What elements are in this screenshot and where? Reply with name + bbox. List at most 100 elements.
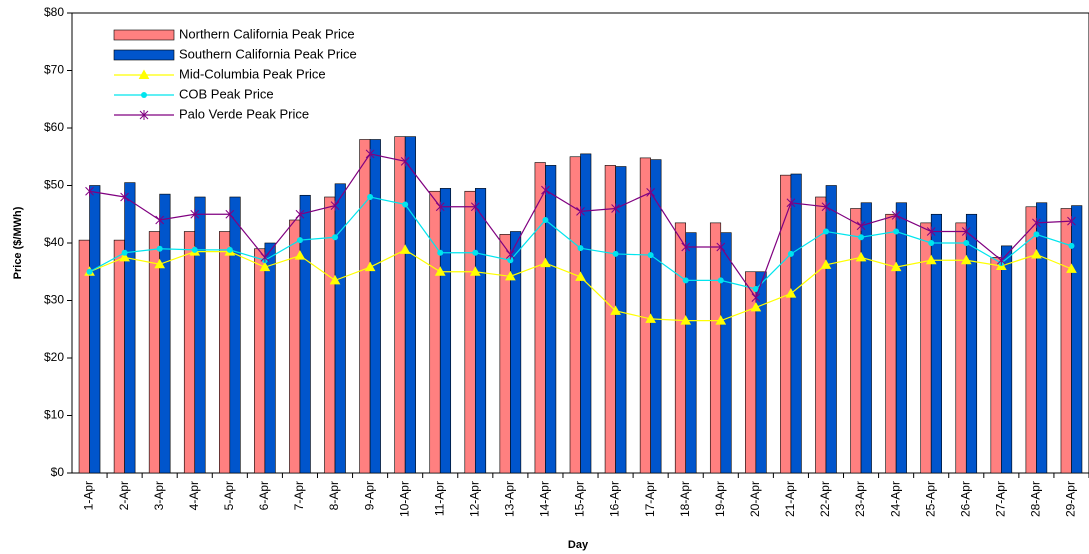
marker — [434, 266, 446, 276]
x-tick-label: 23-Apr — [853, 481, 867, 517]
marker — [1066, 263, 1077, 273]
x-tick-label: 1-Apr — [82, 481, 96, 510]
marker — [925, 254, 937, 265]
marker — [400, 156, 410, 167]
marker — [141, 92, 147, 98]
bar — [930, 213, 942, 474]
bar — [359, 139, 371, 474]
marker — [785, 288, 797, 298]
x-tick-label: 14-Apr — [538, 481, 552, 517]
marker — [891, 210, 901, 221]
bar — [334, 183, 346, 474]
y-tick-label: $10 — [44, 408, 64, 422]
bar — [183, 231, 196, 474]
marker — [85, 186, 94, 197]
marker — [294, 250, 306, 260]
marker — [611, 203, 620, 214]
y-tick-label: $0 — [51, 465, 65, 479]
x-tick-label: 21-Apr — [783, 481, 797, 517]
y-tick-label: $70 — [44, 63, 64, 77]
legend-swatch — [113, 49, 175, 61]
bar — [429, 190, 441, 474]
marker — [752, 286, 759, 292]
bar — [510, 231, 522, 474]
marker — [472, 249, 479, 256]
marker — [226, 246, 233, 253]
legend-label: COB Peak Price — [179, 86, 274, 101]
marker — [717, 277, 724, 284]
bar — [825, 185, 837, 474]
marker — [399, 244, 411, 254]
x-tick-label: 29-Apr — [1064, 481, 1078, 517]
marker — [855, 251, 867, 262]
marker — [296, 237, 303, 244]
bar — [439, 188, 452, 474]
bar — [254, 248, 266, 474]
marker — [138, 69, 150, 79]
marker — [119, 251, 130, 262]
marker — [156, 245, 163, 252]
bar — [219, 231, 231, 474]
marker — [858, 234, 865, 241]
x-tick-label: 13-Apr — [503, 481, 517, 517]
marker — [332, 234, 339, 241]
marker — [329, 274, 341, 285]
marker — [470, 201, 480, 212]
bar — [194, 196, 206, 474]
marker — [996, 255, 1006, 266]
marker — [928, 240, 935, 246]
marker — [821, 201, 831, 212]
marker — [330, 200, 340, 211]
marker — [1032, 217, 1041, 228]
bar — [860, 202, 872, 474]
marker — [961, 226, 971, 237]
marker — [751, 292, 761, 303]
bar — [790, 173, 802, 474]
x-tick-label: 28-Apr — [1029, 481, 1043, 517]
x-tick-label: 2-Apr — [117, 481, 131, 510]
legend-label: Southern California Peak Price — [179, 46, 357, 61]
bar — [815, 196, 827, 474]
y-tick-label: $80 — [44, 5, 64, 19]
bar — [755, 271, 767, 474]
marker — [295, 209, 305, 220]
x-tick-label: 3-Apr — [152, 481, 166, 510]
marker — [715, 315, 727, 325]
legend-label: Palo Verde Peak Price — [179, 106, 309, 121]
bar — [580, 153, 592, 474]
x-tick-label: 17-Apr — [643, 481, 657, 517]
x-tick-label: 16-Apr — [608, 481, 622, 517]
legend-label: Mid-Columbia Peak Price — [179, 66, 326, 81]
x-tick-label: 8-Apr — [327, 481, 341, 510]
marker — [750, 301, 762, 312]
marker — [542, 217, 549, 223]
bar — [965, 213, 978, 474]
x-tick-label: 5-Apr — [222, 481, 236, 510]
marker — [507, 257, 514, 264]
x-tick-label: 22-Apr — [818, 481, 832, 517]
marker — [820, 259, 832, 269]
x-axis-title: Day — [568, 539, 589, 551]
bar — [745, 271, 757, 474]
marker — [260, 252, 270, 263]
marker — [367, 194, 374, 200]
bar — [369, 139, 381, 474]
marker — [575, 271, 586, 281]
y-tick-label: $20 — [44, 350, 64, 364]
marker — [259, 261, 271, 272]
bar — [639, 157, 651, 474]
bar — [569, 156, 581, 474]
marker — [577, 245, 584, 252]
bar — [1071, 205, 1083, 474]
marker — [963, 240, 970, 246]
marker — [890, 261, 902, 272]
marker — [645, 313, 656, 323]
legend-swatch — [113, 29, 175, 41]
marker — [540, 257, 551, 268]
marker — [681, 242, 691, 253]
bar — [1025, 206, 1037, 474]
marker — [856, 220, 866, 231]
marker — [1031, 248, 1042, 259]
x-tick-label: 11-Apr — [432, 481, 446, 516]
marker — [576, 206, 585, 217]
